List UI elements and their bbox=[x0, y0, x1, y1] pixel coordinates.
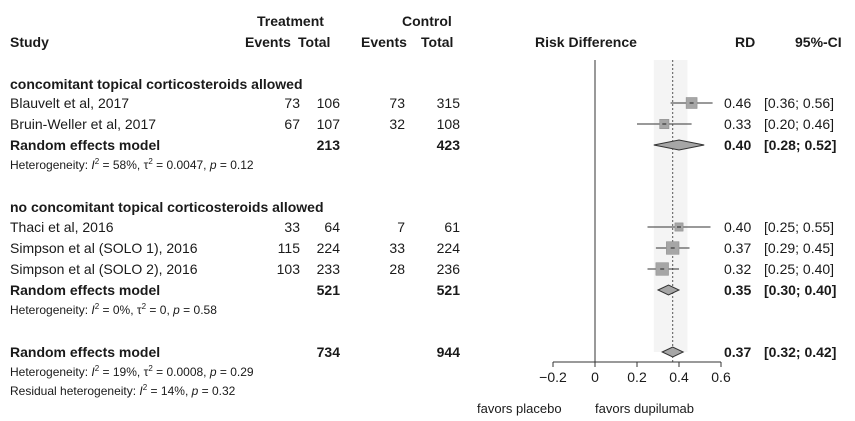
x-tick-label: 0 bbox=[591, 369, 599, 385]
treatment-total: 521 bbox=[316, 282, 340, 298]
x-tick-label: 0.6 bbox=[711, 369, 731, 385]
header-control-events: Events bbox=[361, 34, 407, 50]
control-total: 61 bbox=[444, 219, 460, 235]
summary-diamond bbox=[661, 346, 685, 358]
rd-value: 0.32 bbox=[724, 261, 752, 277]
heterogeneity-text: Heterogeneity: I2 = 58%, τ2 = 0.0047, p … bbox=[10, 157, 254, 172]
treatment-events: 115 bbox=[277, 240, 300, 256]
control-total: 944 bbox=[436, 344, 460, 360]
summary-diamond bbox=[656, 284, 681, 296]
study-name: Bruin-Weller et al, 2017 bbox=[10, 116, 157, 132]
heterogeneity-text: Heterogeneity: I2 = 19%, τ2 = 0.0008, p … bbox=[10, 364, 254, 379]
control-total: 224 bbox=[436, 240, 460, 256]
pooled-region-shade bbox=[653, 60, 688, 352]
treatment-events: 103 bbox=[276, 261, 300, 277]
ci-value: [0.32; 0.42] bbox=[764, 344, 837, 360]
rd-value: 0.40 bbox=[724, 137, 752, 153]
rd-value: 0.46 bbox=[724, 95, 752, 111]
residual-heterogeneity-text: Residual heterogeneity: I2 = 14%, p = 0.… bbox=[10, 383, 236, 398]
control-events: 32 bbox=[389, 116, 405, 132]
rd-value: 0.40 bbox=[724, 219, 752, 235]
rd-value: 0.35 bbox=[724, 282, 752, 298]
control-total: 236 bbox=[436, 261, 460, 277]
header-rd: RD bbox=[735, 34, 756, 50]
treatment-events: 73 bbox=[284, 95, 300, 111]
rd-value: 0.33 bbox=[724, 116, 752, 132]
xlabel-favors-placebo: favors placebo bbox=[477, 401, 562, 416]
header-control: Control bbox=[402, 13, 452, 29]
random-effects-label: Random effects model bbox=[10, 137, 161, 153]
control-events: 7 bbox=[397, 219, 405, 235]
ci-value: [0.29; 0.45] bbox=[764, 240, 835, 256]
header-risk-difference: Risk Difference bbox=[535, 34, 637, 50]
treatment-total: 734 bbox=[316, 344, 340, 360]
header-ci: 95%-CI bbox=[795, 34, 842, 50]
treatment-total: 213 bbox=[316, 137, 340, 153]
treatment-total: 64 bbox=[324, 219, 340, 235]
control-total: 521 bbox=[436, 282, 460, 298]
ci-value: [0.36; 0.56] bbox=[764, 95, 835, 111]
ci-value: [0.25; 0.55] bbox=[764, 219, 835, 235]
xlabel-favors-dupilumab: favors dupilumab bbox=[595, 401, 694, 416]
rd-value: 0.37 bbox=[724, 344, 752, 360]
ci-value: [0.28; 0.52] bbox=[764, 137, 837, 153]
ci-value: [0.30; 0.40] bbox=[764, 282, 837, 298]
heterogeneity-text: Heterogeneity: I2 = 0%, τ2 = 0, p = 0.58 bbox=[10, 302, 217, 317]
header-treatment-total: Total bbox=[298, 34, 331, 50]
header-study: Study bbox=[10, 34, 49, 50]
header-treatment: Treatment bbox=[257, 13, 324, 29]
treatment-events: 67 bbox=[284, 116, 300, 132]
x-tick-label: −0.2 bbox=[539, 369, 567, 385]
control-events: 33 bbox=[389, 240, 405, 256]
treatment-events: 33 bbox=[284, 219, 300, 235]
subgroup-title: no concomitant topical corticosteroids a… bbox=[10, 199, 324, 215]
random-effects-label: Random effects model bbox=[10, 344, 161, 360]
control-events: 73 bbox=[389, 95, 405, 111]
study-name: Simpson et al (SOLO 1), 2016 bbox=[10, 240, 198, 256]
treatment-total: 224 bbox=[316, 240, 340, 256]
header-control-total: Total bbox=[421, 34, 454, 50]
x-tick-label: 0.4 bbox=[669, 369, 689, 385]
control-events: 28 bbox=[389, 261, 405, 277]
x-tick-label: 0.2 bbox=[627, 369, 647, 385]
study-name: Blauvelt et al, 2017 bbox=[10, 95, 130, 111]
study-name: Thaci et al, 2016 bbox=[10, 219, 114, 235]
header-treatment-events: Events bbox=[245, 34, 291, 50]
control-total: 423 bbox=[436, 137, 460, 153]
summary-diamond bbox=[653, 139, 705, 151]
ci-value: [0.25; 0.40] bbox=[764, 261, 835, 277]
random-effects-label: Random effects model bbox=[10, 282, 161, 298]
study-name: Simpson et al (SOLO 2), 2016 bbox=[10, 261, 198, 277]
control-total: 108 bbox=[436, 116, 460, 132]
rd-value: 0.37 bbox=[724, 240, 752, 256]
subgroup-title: concomitant topical corticosteroids allo… bbox=[10, 76, 303, 92]
treatment-total: 107 bbox=[316, 116, 340, 132]
ci-value: [0.20; 0.46] bbox=[764, 116, 835, 132]
treatment-total: 106 bbox=[316, 95, 340, 111]
control-total: 315 bbox=[436, 95, 460, 111]
treatment-total: 233 bbox=[316, 261, 340, 277]
